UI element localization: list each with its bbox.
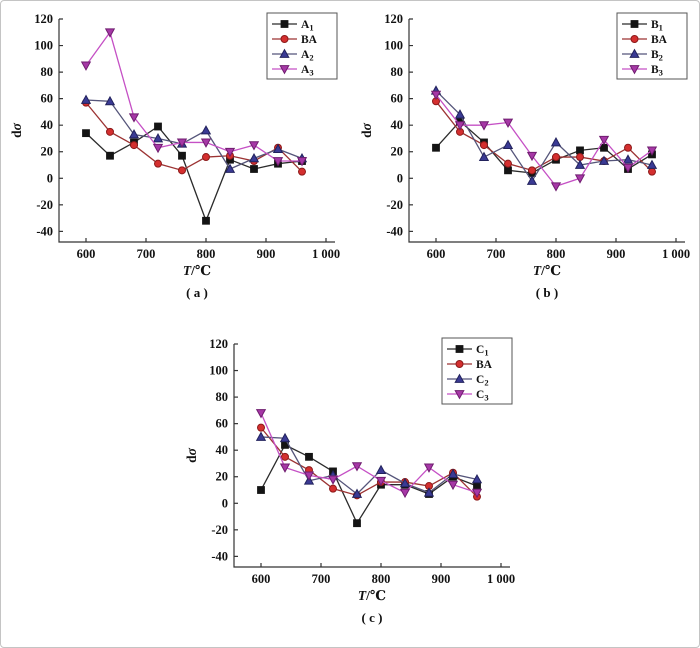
svg-text:120: 120 <box>384 12 403 26</box>
chart-panel-a: -40 -20 0 20 40 60 80 100 120 600 700 800 900 1 000 dσ… <box>7 7 347 307</box>
chart-c-caption: ( c ) <box>361 610 383 625</box>
chart-b-plot: -40 -20 0 20 40 60 80 100 120 600 700 800 900 1 000 dσ… <box>359 12 690 278</box>
svg-text:0: 0 <box>47 171 53 185</box>
chart-panel-b: -40 -20 0 20 40 60 80 100 120 600 700 800 900 1 000 dσ… <box>357 7 697 307</box>
svg-text:1 000: 1 000 <box>487 572 515 586</box>
svg-text:0: 0 <box>397 171 403 185</box>
svg-text:C1: C1 <box>476 344 489 358</box>
chart-a-caption: ( a ) <box>186 285 208 300</box>
svg-text:T/℃: T/℃ <box>183 263 211 278</box>
svg-text:T/℃: T/℃ <box>533 263 561 278</box>
chart-panel-c: -40 -20 0 20 40 60 80 100 120 600 700 800 900 1 000 dσ… <box>182 332 522 632</box>
chart-a-plot: -40 -20 0 20 40 60 80 100 120 600 700 800 900 1 000 dσ… <box>9 12 340 278</box>
svg-text:A3: A3 <box>301 64 314 78</box>
svg-text:-40: -40 <box>386 224 403 238</box>
svg-text:-20: -20 <box>211 523 228 537</box>
svg-text:B3: B3 <box>651 64 663 78</box>
svg-text:20: 20 <box>216 470 229 484</box>
svg-text:120: 120 <box>209 337 228 351</box>
svg-text:60: 60 <box>216 417 229 431</box>
svg-text:900: 900 <box>607 247 626 261</box>
svg-text:700: 700 <box>137 247 156 261</box>
svg-text:80: 80 <box>41 65 54 79</box>
svg-text:700: 700 <box>487 247 506 261</box>
svg-text:A1: A1 <box>301 19 314 33</box>
svg-text:600: 600 <box>77 247 96 261</box>
svg-text:100: 100 <box>209 364 228 378</box>
svg-text:T/℃: T/℃ <box>358 588 386 603</box>
svg-text:-40: -40 <box>36 224 53 238</box>
svg-text:800: 800 <box>372 572 391 586</box>
svg-text:BA: BA <box>476 359 493 371</box>
svg-text:80: 80 <box>391 65 404 79</box>
svg-text:0: 0 <box>222 496 228 510</box>
svg-text:600: 600 <box>252 572 271 586</box>
svg-text:100: 100 <box>384 39 403 53</box>
chart-c-plot: -40 -20 0 20 40 60 80 100 120 600 700 800 900 1 000 dσ… <box>184 337 515 603</box>
svg-text:C3: C3 <box>476 389 489 403</box>
svg-text:900: 900 <box>432 572 451 586</box>
svg-text:-20: -20 <box>36 198 53 212</box>
svg-text:20: 20 <box>41 145 54 159</box>
svg-text:-40: -40 <box>211 549 228 563</box>
svg-text:B2: B2 <box>651 49 663 63</box>
svg-text:20: 20 <box>391 145 404 159</box>
svg-text:800: 800 <box>197 247 216 261</box>
svg-text:60: 60 <box>391 92 404 106</box>
svg-text:BA: BA <box>301 34 318 46</box>
svg-text:60: 60 <box>41 92 54 106</box>
svg-text:900: 900 <box>257 247 276 261</box>
svg-text:BA: BA <box>651 34 668 46</box>
svg-text:dσ: dσ <box>9 122 24 138</box>
svg-text:80: 80 <box>216 390 229 404</box>
svg-text:C2: C2 <box>476 374 489 388</box>
svg-text:40: 40 <box>41 118 54 132</box>
svg-text:-20: -20 <box>386 198 403 212</box>
svg-text:600: 600 <box>427 247 446 261</box>
svg-text:1 000: 1 000 <box>662 247 690 261</box>
svg-text:40: 40 <box>391 118 404 132</box>
chart-b-caption: ( b ) <box>535 285 559 300</box>
svg-text:dσ: dσ <box>184 447 199 463</box>
svg-text:700: 700 <box>312 572 331 586</box>
svg-text:100: 100 <box>34 39 53 53</box>
svg-text:120: 120 <box>34 12 53 26</box>
svg-text:1 000: 1 000 <box>312 247 340 261</box>
svg-text:800: 800 <box>547 247 566 261</box>
svg-text:A2: A2 <box>301 49 314 63</box>
svg-text:dσ: dσ <box>359 122 374 138</box>
svg-text:B1: B1 <box>651 19 663 33</box>
svg-text:40: 40 <box>216 443 229 457</box>
